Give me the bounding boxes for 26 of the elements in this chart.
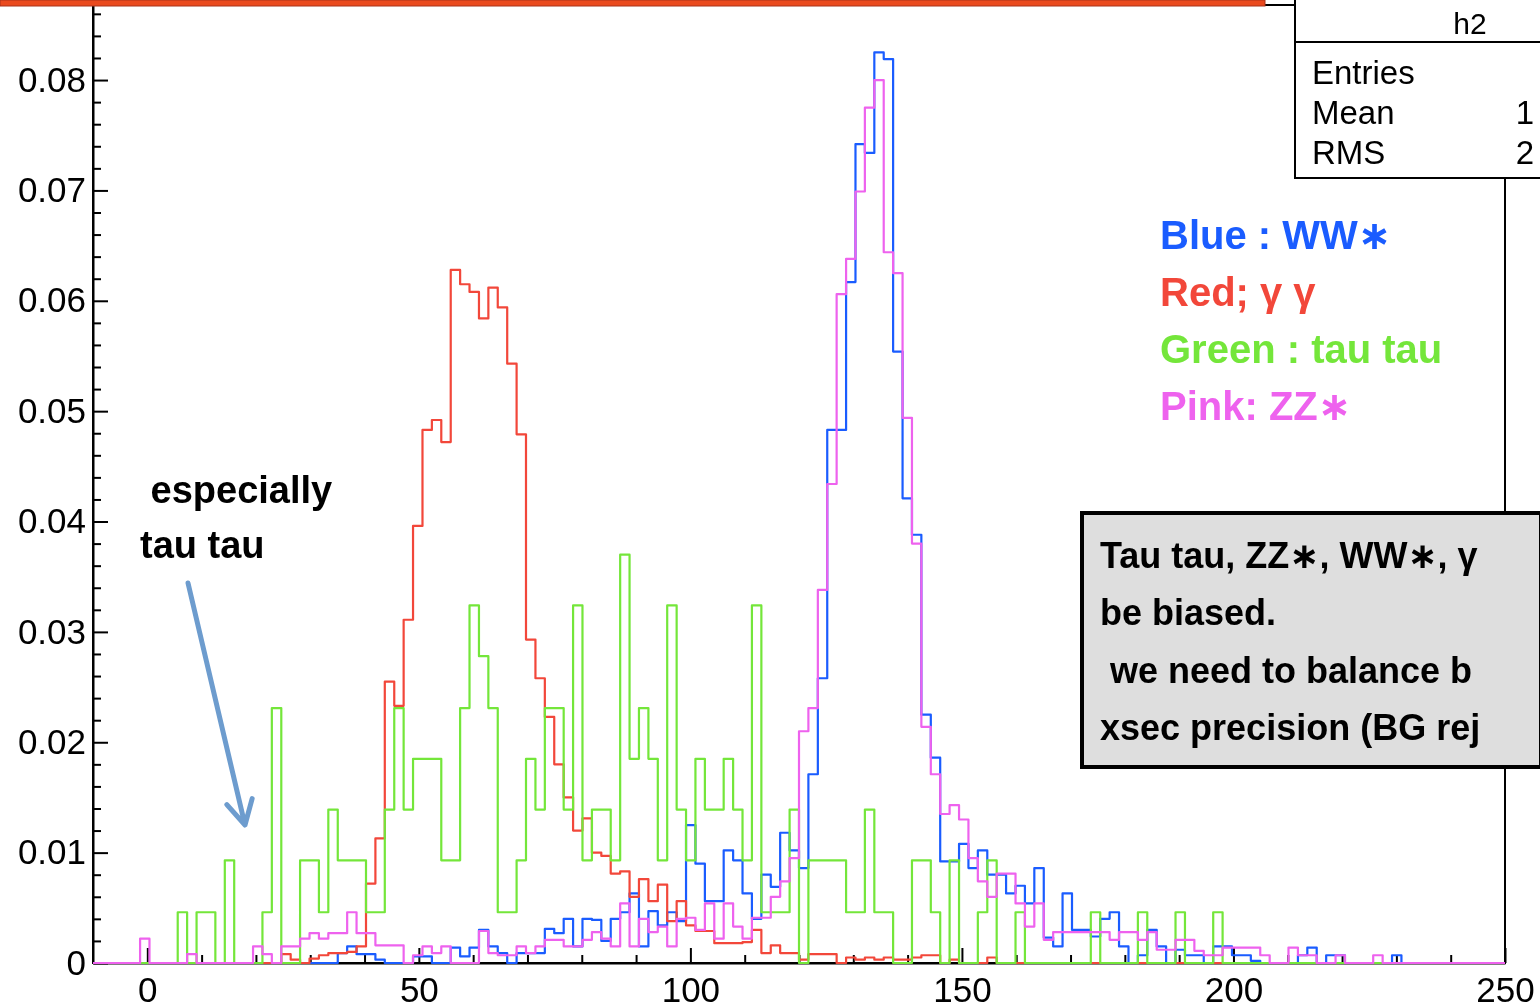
y-tick-label: 0.02 bbox=[17, 721, 86, 761]
y-tick-label: 0.05 bbox=[17, 390, 86, 430]
annotation: h2 bbox=[1453, 6, 1487, 40]
annotation: especially tau tau bbox=[140, 469, 333, 566]
text: Pink: ZZ∗ bbox=[1160, 384, 1352, 428]
x-tick-label: 0 bbox=[138, 969, 158, 1006]
x-tick-label: 250 bbox=[1476, 969, 1535, 1006]
y-tick-label: 0.03 bbox=[17, 611, 86, 651]
x-tick-label: 150 bbox=[933, 969, 992, 1006]
x-tick-label: 50 bbox=[399, 969, 439, 1006]
text: Blue : WW∗ bbox=[1160, 213, 1392, 257]
text: Green : tau tau bbox=[1160, 327, 1443, 371]
annotation: Tau tau, ZZ∗, WW∗, γ be biased. we need to balance b xsec precision (BG rej bbox=[1100, 534, 1481, 748]
text: 2 bbox=[1515, 133, 1534, 171]
annotation: Entries bbox=[1312, 53, 1415, 91]
y-tick-label: 0.08 bbox=[17, 59, 86, 99]
x-tick-label: 200 bbox=[1204, 969, 1264, 1006]
text: Red; γ γ bbox=[1160, 270, 1317, 314]
annotation: Mean bbox=[1312, 93, 1395, 131]
y-tick-label: 0.07 bbox=[17, 170, 86, 210]
y-tick-label: 0.06 bbox=[17, 280, 86, 320]
y-tick-label: 0.01 bbox=[17, 832, 86, 872]
text: 1 bbox=[1515, 93, 1534, 131]
x-tick-label: 100 bbox=[661, 969, 721, 1006]
annotation: RMS bbox=[1312, 133, 1386, 171]
y-tick-label: 0.04 bbox=[17, 501, 86, 541]
